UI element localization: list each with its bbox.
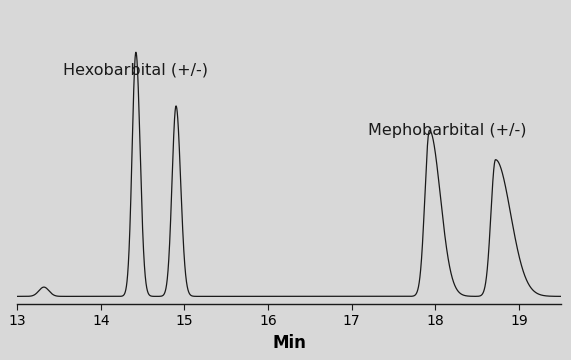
- Text: Hexobarbital (+/-): Hexobarbital (+/-): [63, 62, 208, 77]
- Text: Mephobarbital (+/-): Mephobarbital (+/-): [368, 123, 527, 138]
- X-axis label: Min: Min: [272, 334, 306, 352]
